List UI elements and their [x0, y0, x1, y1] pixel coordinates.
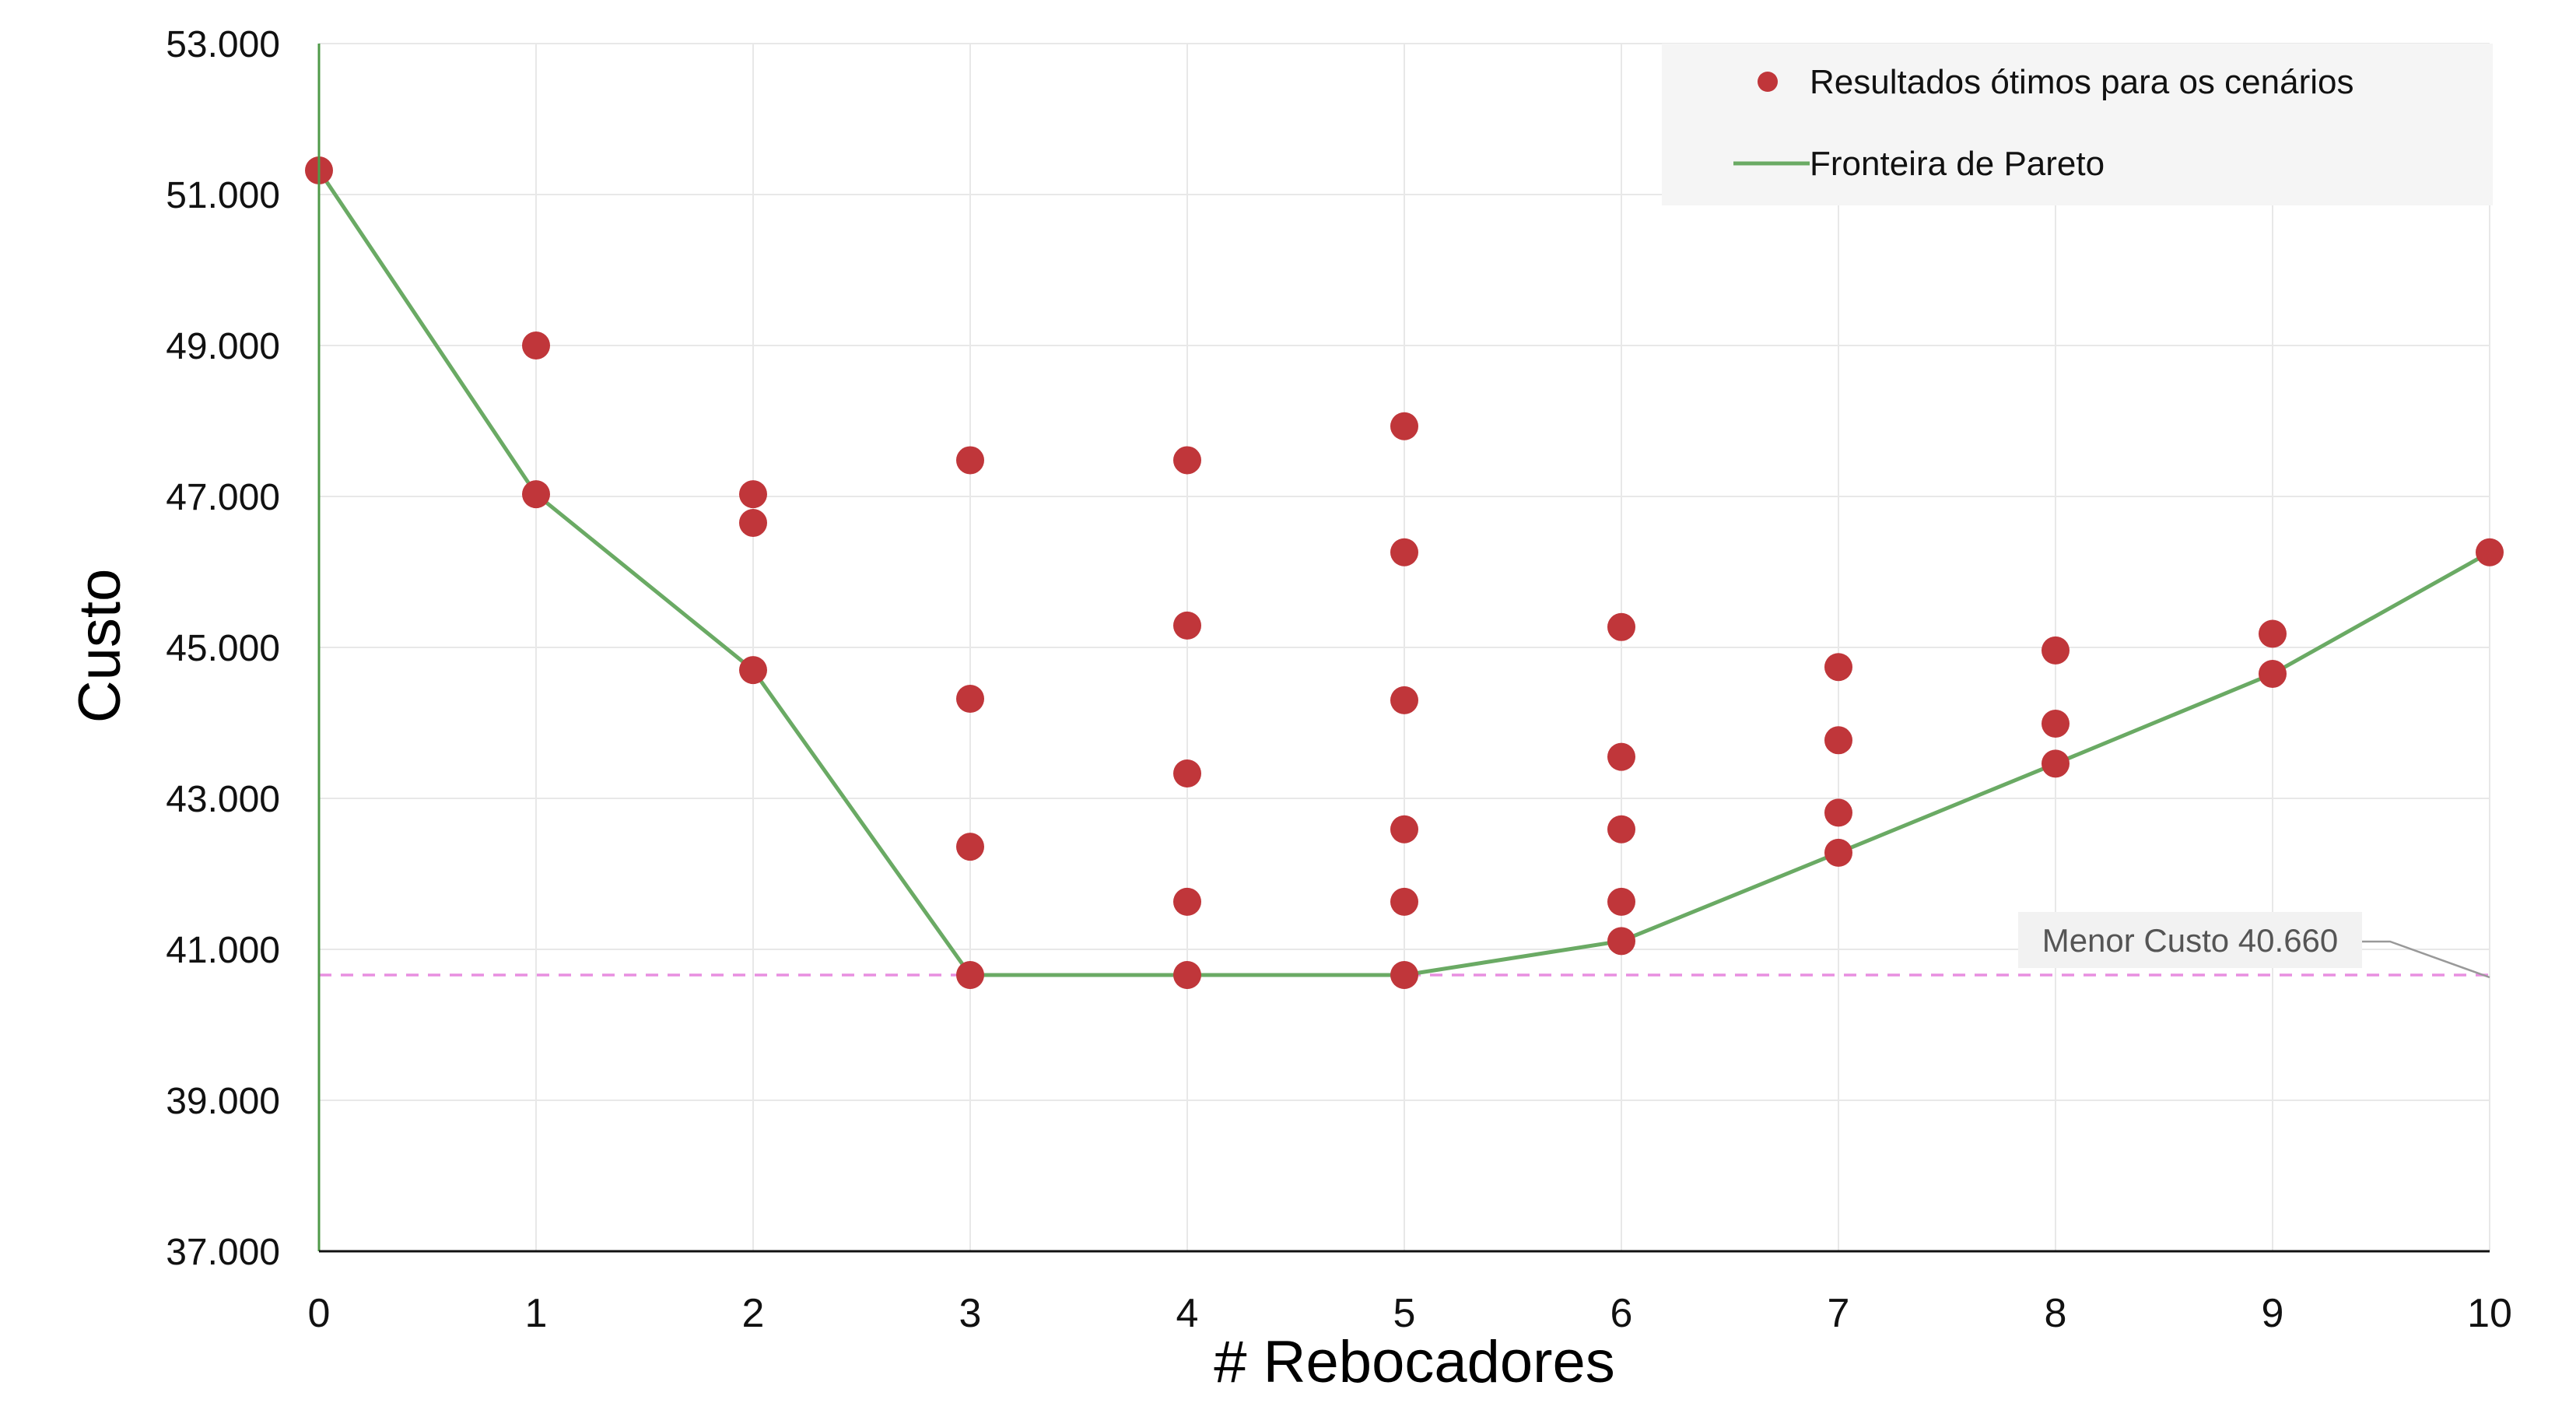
scatter-point	[1607, 927, 1635, 956]
scatter-point	[1173, 446, 1201, 475]
scatter-point	[1390, 815, 1418, 844]
x-tick-label: 4	[1176, 1291, 1199, 1336]
legend: Resultados ótimos para os cenários Front…	[1662, 44, 2493, 205]
x-tick-label: 10	[2467, 1291, 2512, 1336]
scatter-points-group	[305, 156, 2504, 989]
x-tick-label: 9	[2262, 1291, 2284, 1336]
x-axis-label: # Rebocadores	[1214, 1329, 1614, 1395]
scatter-point	[2476, 538, 2504, 566]
y-tick-label: 37.000	[166, 1232, 280, 1273]
x-tick-label: 0	[308, 1291, 331, 1336]
scatter-point	[1607, 887, 1635, 916]
axes	[317, 44, 2490, 1253]
scatter-point	[1824, 653, 1852, 682]
scatter-point	[1173, 960, 1201, 989]
scatter-point	[522, 331, 550, 360]
x-tick-label: 6	[1610, 1291, 1633, 1336]
grid	[318, 43, 2490, 1252]
y-tick-label: 41.000	[166, 930, 280, 971]
scatter-point	[1173, 611, 1201, 640]
x-tick-label: 5	[1393, 1291, 1416, 1336]
y-tick-label: 53.000	[166, 24, 280, 65]
scatter-point	[956, 684, 984, 713]
scatter-point	[1607, 742, 1635, 771]
scatter-point	[1390, 960, 1418, 989]
scatter-point	[1607, 815, 1635, 844]
scatter-point	[1824, 726, 1852, 755]
scatter-point	[522, 480, 550, 509]
annotation-leader-line	[2362, 940, 2490, 979]
y-axis-label: Custo	[67, 569, 133, 724]
legend-box	[1662, 44, 2493, 205]
y-tick-label: 51.000	[166, 175, 280, 216]
scatter-point	[1390, 686, 1418, 714]
scatter-point	[1824, 838, 1852, 867]
x-tick-label: 8	[2045, 1291, 2067, 1336]
scatter-point	[1173, 887, 1201, 916]
scatter-point	[739, 656, 767, 685]
scatter-point	[1173, 759, 1201, 787]
scatter-point	[1824, 798, 1852, 827]
scatter-point	[2042, 636, 2070, 665]
x-tick-label: 7	[1828, 1291, 1850, 1336]
scatter-point	[956, 960, 984, 989]
scatter-point	[739, 480, 767, 509]
scatter-point	[956, 446, 984, 475]
scatter-point	[2042, 749, 2070, 778]
min-cost-annotation: Menor Custo 40.660	[2018, 912, 2490, 979]
scatter-point	[1390, 538, 1418, 566]
legend-marker-scatter	[1758, 72, 1778, 92]
scatter-point	[956, 833, 984, 861]
scatter-point	[2042, 709, 2070, 738]
annotation-label: Menor Custo 40.660	[2042, 922, 2339, 959]
x-tick-label: 2	[742, 1291, 765, 1336]
y-tick-label: 45.000	[166, 628, 280, 669]
scatter-point	[1607, 612, 1635, 641]
legend-label-line: Fronteira de Pareto	[1810, 145, 2105, 183]
y-tick-label: 43.000	[166, 779, 280, 820]
scatter-point	[739, 508, 767, 537]
y-tick-label: 47.000	[166, 477, 280, 518]
x-tick-label: 1	[525, 1291, 548, 1336]
legend-label-scatter: Resultados ótimos para os cenários	[1810, 63, 2353, 101]
tick-labels: 37.000 39.000 41.000 43.000 45.000 47.000 49.0…	[166, 24, 2512, 1336]
y-tick-label: 39.000	[166, 1081, 280, 1122]
y-tick-label: 49.000	[166, 326, 280, 367]
scatter-point	[2259, 659, 2287, 688]
x-tick-label: 3	[959, 1291, 982, 1336]
scatter-point	[2259, 619, 2287, 648]
annotation-box	[2018, 912, 2362, 968]
scatter-point	[1390, 887, 1418, 916]
scatter-point	[1390, 412, 1418, 440]
